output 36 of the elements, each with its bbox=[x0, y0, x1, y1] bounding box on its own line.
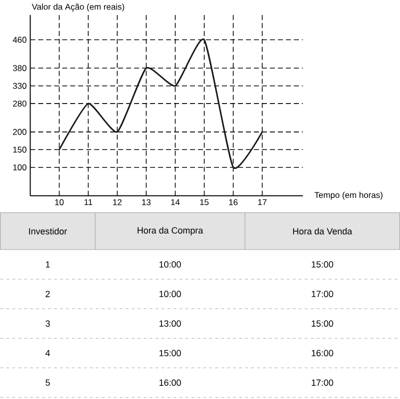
text: 4 bbox=[45, 350, 50, 356]
text: 5 bbox=[46, 379, 50, 386]
x-tick-label: 13 bbox=[142, 199, 151, 205]
y-tick-label: 330 bbox=[12, 82, 26, 89]
x-tick-label: 16 bbox=[229, 199, 238, 205]
text: Investidor bbox=[29, 228, 67, 234]
x-tick-label: 10 bbox=[55, 199, 64, 205]
text: Hora da Venda bbox=[293, 228, 352, 234]
x-tick-label: 11 bbox=[84, 199, 92, 205]
x-tick-label: 15 bbox=[200, 199, 209, 205]
text: 2 bbox=[46, 290, 50, 297]
text: 10:00 bbox=[160, 261, 181, 268]
y-tick-label: 380 bbox=[12, 64, 26, 71]
y-tick-label: 280 bbox=[13, 100, 26, 106]
x-tick-label: 14 bbox=[171, 199, 180, 205]
line-series bbox=[58, 38, 263, 169]
text: 3 bbox=[46, 320, 50, 326]
y-tick-label: 150 bbox=[13, 146, 26, 152]
y-tick-label: 100 bbox=[13, 164, 26, 170]
text: 15:00 bbox=[312, 261, 334, 268]
x-tick-label: 17 bbox=[258, 199, 267, 205]
x-tick-label: 12 bbox=[113, 199, 122, 205]
text: 13:00 bbox=[160, 320, 181, 326]
text: 10:00 bbox=[160, 290, 181, 297]
y-tick-label: 200 bbox=[13, 128, 26, 135]
text: 16:00 bbox=[160, 379, 181, 386]
text: 1 bbox=[46, 261, 50, 268]
text: 15:00 bbox=[160, 350, 181, 356]
text: 15:00 bbox=[312, 320, 334, 326]
text: 17:00 bbox=[312, 379, 334, 386]
text: 16:00 bbox=[312, 350, 334, 356]
y-tick-label: 460 bbox=[12, 36, 26, 43]
x-axis-title: Tempo (em horas) bbox=[314, 192, 382, 200]
text: Hora da Compra bbox=[138, 226, 204, 236]
text: 17:00 bbox=[312, 290, 334, 297]
y-axis-title: Valor da Ação (em reais) bbox=[32, 3, 124, 12]
